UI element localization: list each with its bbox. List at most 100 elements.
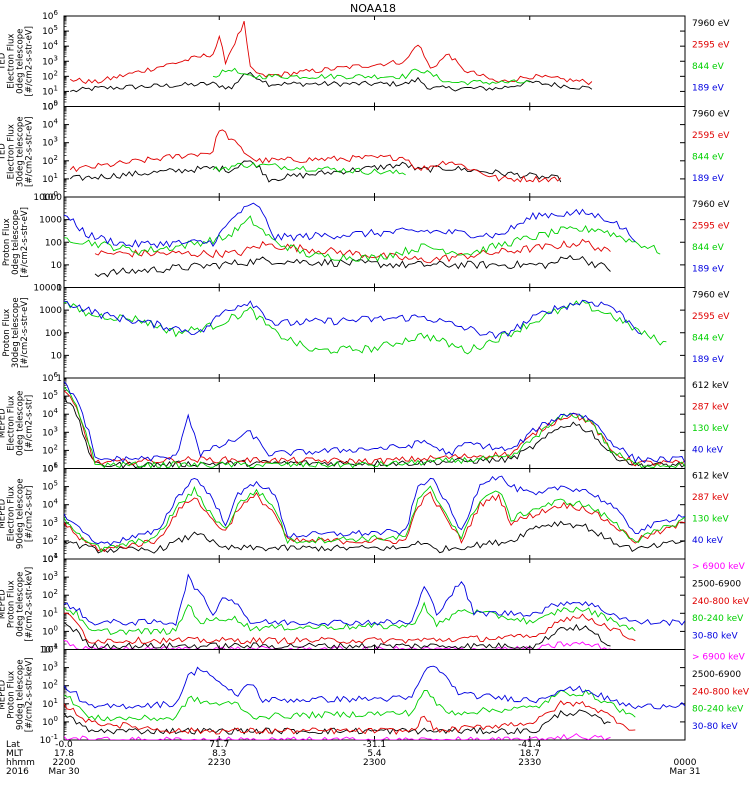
panel-8: 10-1 100 101 102 103 104 MEPED Proton Flux 90deg…: [0, 643, 750, 747]
x-tick-label: -41.4: [518, 740, 542, 750]
panel-4: 1 10 100 1000 10000 Proton Flux 30deg telescop…: [2, 284, 730, 385]
y-tick-label: 103: [42, 136, 58, 149]
x-tick-label: 0000: [674, 758, 697, 768]
series-line: [64, 386, 685, 469]
series-line: [64, 700, 636, 735]
y-tick-label: 101: [42, 84, 58, 97]
y-axis-label: Proton Flux: [7, 580, 17, 628]
series-line: [64, 395, 685, 469]
y-tick-label: 101: [42, 462, 58, 475]
y-tick-label: 102: [42, 154, 58, 167]
y-tick-label: 101: [42, 552, 58, 565]
y-tick-label: 10000: [33, 193, 62, 203]
series-line: [64, 299, 642, 340]
legend-entry: 2500-6900: [692, 579, 741, 589]
y-tick-label: 1000: [39, 216, 62, 226]
y-axis-label: Electron Flux: [7, 396, 17, 451]
legend-entry: 2595 eV: [692, 312, 730, 322]
legend-entry: 844 eV: [692, 62, 725, 72]
series-line: [212, 67, 530, 86]
y-tick-label: 102: [42, 588, 58, 601]
panel-frame: [63, 106, 686, 198]
y-axis-label: 30deg telescope: [16, 116, 26, 187]
y-axis-label: [#/cm2-s-str-keV]: [25, 567, 35, 642]
y-axis-label: MEPED: [0, 679, 8, 709]
panel-frame: [63, 196, 686, 288]
y-tick-label: 1000: [39, 306, 62, 316]
legend-entry: 189 eV: [692, 355, 725, 365]
legend-entry: 844 eV: [692, 334, 725, 344]
legend-entry: 844 eV: [692, 243, 725, 253]
y-tick-label: 103: [42, 516, 58, 529]
y-tick-label: 103: [42, 570, 58, 583]
x-tick-label: Mar 31: [669, 767, 700, 777]
y-axis-label: 0deg telescope: [11, 210, 21, 275]
panel-1: 100 101 102 103 104 105 106 TED Electron Flux 0de…: [0, 9, 730, 113]
series-line: [69, 129, 562, 183]
y-tick-label: 10: [51, 351, 63, 361]
legend-entry: 30-80 keV: [692, 632, 738, 642]
series-line: [64, 665, 685, 710]
x-tick-label: 5.4: [367, 749, 382, 759]
x-axis-row-label: Lat: [6, 740, 21, 750]
y-axis-label: Proton Flux: [7, 671, 17, 719]
legend-entry: 7960 eV: [692, 291, 730, 301]
y-tick-label: 103: [42, 661, 58, 674]
legend-entry: 30-80 keV: [692, 722, 738, 732]
x-axis-row-label: 2016: [6, 767, 29, 777]
y-axis-label: 90deg telescope: [16, 659, 26, 730]
y-tick-label: 102: [42, 69, 58, 82]
series-line: [64, 622, 611, 650]
y-tick-label: 100: [42, 715, 58, 728]
y-tick-label: 104: [42, 643, 58, 656]
legend-entry: 844 eV: [692, 153, 725, 163]
legend-entry: 189 eV: [692, 174, 725, 184]
y-tick-label: 105: [42, 480, 58, 493]
y-axis-label: Proton Flux: [2, 309, 12, 357]
y-axis-label: TED: [0, 143, 8, 162]
panel-frame: [63, 287, 686, 379]
y-tick-label: 104: [42, 498, 58, 511]
y-tick-label: 103: [42, 54, 58, 67]
y-tick-label: 100: [45, 329, 62, 339]
y-axis-label: [#/cm2-s-str]: [25, 395, 35, 452]
y-tick-label: 104: [42, 118, 58, 131]
y-tick-label: 106: [42, 462, 58, 475]
y-tick-label: 104: [42, 407, 58, 420]
y-tick-label: 100: [42, 624, 58, 637]
x-tick-label: 2330: [518, 758, 541, 768]
y-axis-label: 0deg telescope: [16, 391, 26, 456]
y-axis-label: Electron Flux: [7, 34, 17, 89]
y-axis-label: [#/cm2-s-str]: [25, 485, 35, 542]
legend-entry: 2595 eV: [692, 41, 730, 51]
y-tick-label: 101: [42, 697, 58, 710]
chart-title: NOAA18: [350, 2, 396, 15]
series-line: [64, 215, 661, 262]
y-axis-label: [#/cm2-s-str-eV]: [25, 117, 35, 187]
y-axis-label: [#/cm2-s-str-eV]: [25, 26, 35, 96]
y-tick-label: 104: [42, 39, 58, 52]
series-line: [64, 390, 685, 467]
series-line: [212, 162, 406, 176]
legend-entry: 130 keV: [692, 424, 729, 434]
y-axis-label: MEPED: [0, 408, 8, 438]
y-tick-label: 100: [45, 238, 62, 248]
series-line: [64, 381, 685, 464]
x-tick-label: 2230: [208, 758, 231, 768]
y-axis-label: MEPED: [0, 589, 8, 619]
legend-entry: 2595 eV: [692, 131, 730, 141]
y-tick-label: 10-1: [40, 643, 58, 656]
y-tick-label: 106: [42, 371, 58, 384]
series-line: [64, 475, 685, 546]
y-axis-label: Proton Flux: [2, 218, 12, 266]
series-line: [64, 485, 685, 553]
y-axis-label: [#/cm2-s-str-keV]: [25, 657, 35, 732]
y-axis-label: Electron Flux: [7, 124, 17, 179]
y-axis-label: 90deg telescope: [16, 478, 26, 549]
y-tick-label: 102: [42, 443, 58, 456]
legend-entry: > 6900 keV: [692, 562, 746, 572]
panel-frame: [63, 558, 686, 650]
legend-entry: 2500-6900: [692, 670, 741, 680]
panel-3: 1 10 100 1000 10000 Proton Flux 0deg telescope…: [2, 193, 730, 294]
